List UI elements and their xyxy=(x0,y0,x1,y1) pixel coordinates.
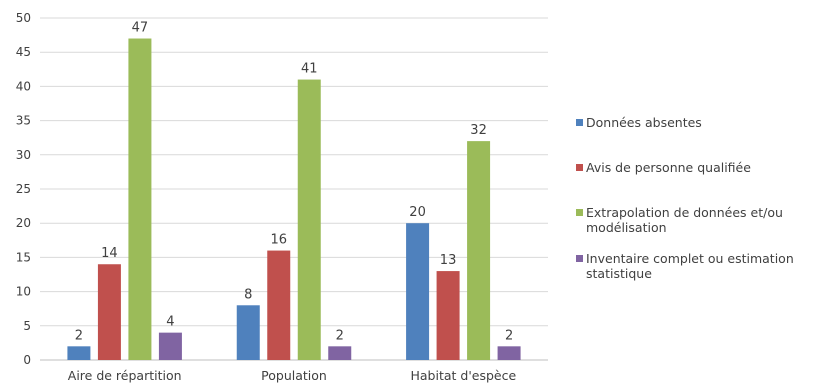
data-label: 20 xyxy=(409,205,426,220)
data-label: 41 xyxy=(301,62,318,77)
bar xyxy=(67,346,91,360)
bar xyxy=(406,223,430,360)
bar xyxy=(158,332,182,360)
x-tick-label: Population xyxy=(261,368,327,383)
legend-swatch xyxy=(576,119,583,126)
y-tick-label: 0 xyxy=(23,353,31,367)
x-axis-ticks: Aire de répartition Population Habitat d'e… xyxy=(68,368,517,383)
data-label: 2 xyxy=(336,328,344,343)
data-label: 14 xyxy=(101,246,118,261)
legend-swatch xyxy=(576,255,583,262)
bar xyxy=(267,250,291,360)
y-tick-label: 45 xyxy=(16,45,31,59)
gridlines xyxy=(40,17,548,361)
y-tick-label: 5 xyxy=(23,319,31,333)
data-labels: 2 14 47 4 8 16 41 2 20 13 32 2 xyxy=(75,21,513,344)
y-tick-label: 25 xyxy=(16,182,31,196)
legend-label: Avis de personne qualifiée xyxy=(586,160,751,175)
data-label: 2 xyxy=(505,328,513,343)
bar xyxy=(467,141,491,360)
y-tick-label: 50 xyxy=(16,11,31,25)
legend-swatch xyxy=(576,164,583,171)
y-tick-label: 20 xyxy=(16,216,31,230)
legend-label: Extrapolation de données et/ou modélisati… xyxy=(586,205,783,235)
data-label: 13 xyxy=(440,253,457,268)
bar xyxy=(97,264,121,360)
y-axis-ticks: 0 5 10 15 20 25 30 35 40 45 50 xyxy=(16,11,31,367)
data-label: 16 xyxy=(270,233,287,248)
x-tick-label: Aire de répartition xyxy=(68,368,182,383)
y-tick-label: 30 xyxy=(16,148,31,162)
bar xyxy=(128,38,152,361)
x-tick-label: Habitat d'espèce xyxy=(410,368,516,383)
legend-swatch xyxy=(576,209,583,216)
bar xyxy=(236,305,260,360)
data-label: 32 xyxy=(470,123,487,138)
data-label: 4 xyxy=(166,315,174,330)
data-label: 2 xyxy=(75,328,83,343)
legend: Données absentes Avis de personne qualifi… xyxy=(576,115,794,281)
y-tick-label: 15 xyxy=(16,250,31,264)
data-label: 8 xyxy=(244,287,252,302)
y-tick-label: 40 xyxy=(16,79,31,93)
y-tick-label: 35 xyxy=(16,114,31,128)
bar xyxy=(497,346,521,360)
bar xyxy=(297,79,321,360)
bar xyxy=(328,346,352,360)
y-tick-label: 10 xyxy=(16,285,31,299)
data-label: 47 xyxy=(132,21,149,36)
legend-label: Données absentes xyxy=(586,115,702,130)
legend-label: Inventaire complet ou estimation statisti… xyxy=(586,251,794,281)
bars xyxy=(67,38,521,361)
bar xyxy=(436,271,460,360)
